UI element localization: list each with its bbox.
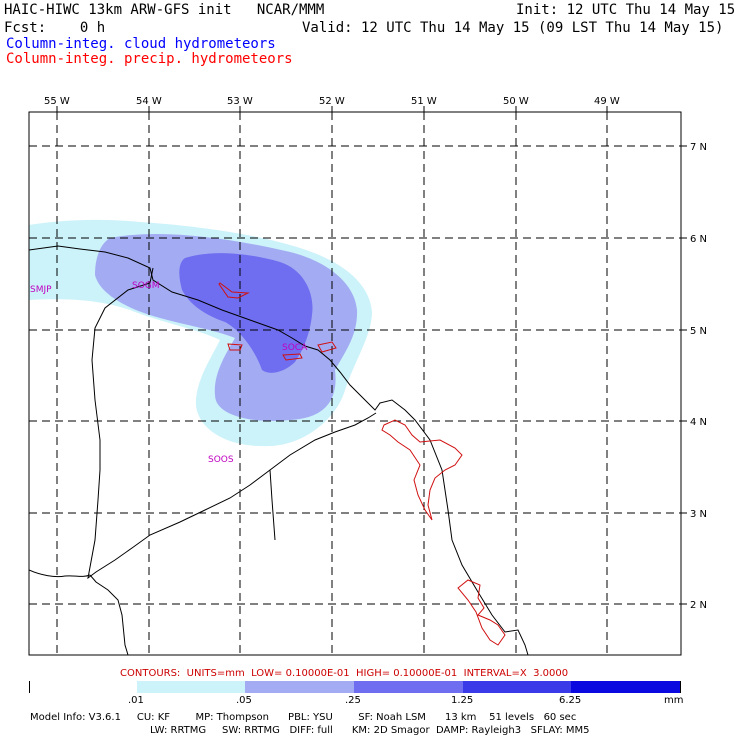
colorbar-tick: 1.25	[451, 695, 474, 706]
lat-label: 7 N	[690, 142, 707, 153]
colorbar-swatch	[30, 681, 137, 693]
colorbar-tick: .05	[236, 695, 252, 706]
colorbar-swatch	[354, 681, 463, 693]
station-label-soos: SOOS	[208, 455, 234, 465]
station-label-soca: SOCA	[282, 343, 308, 353]
colorbar-swatch	[137, 681, 245, 693]
model-info-line1: Model Info: V3.6.1 CU: KF MP: Thompson P…	[30, 712, 577, 723]
precip-contours	[218, 282, 506, 646]
colorbar-tick: 6.25	[559, 695, 582, 706]
colorbar-swatch	[245, 681, 354, 693]
colorbar-tick: .01	[128, 695, 144, 706]
colorbar-units: mm	[664, 695, 684, 706]
lon-label: 53 W	[227, 96, 253, 107]
lon-label: 51 W	[411, 96, 437, 107]
colorbar-swatch	[571, 681, 680, 693]
field-label-cloud: Column-integ. cloud hydrometeors	[6, 36, 276, 52]
lat-label: 2 N	[690, 600, 707, 611]
init-time: Init: 12 UTC Thu 14 May 15	[516, 2, 736, 18]
lon-label: 50 W	[503, 96, 529, 107]
map-frame	[28, 111, 682, 656]
lat-label: 4 N	[690, 417, 707, 428]
lat-label: 5 N	[690, 326, 707, 337]
lat-lon-grid	[29, 112, 681, 655]
contour-info: CONTOURS: UNITS=mm LOW= 0.10000E-01 HIGH…	[120, 668, 569, 679]
lon-label: 55 W	[44, 96, 70, 107]
field-label-precip: Column-integ. precip. hydrometeors	[6, 51, 293, 67]
axis-ticks	[56, 106, 687, 605]
coastline	[29, 245, 529, 655]
model-info-line2: LW: RRTMG SW: RRTMG DIFF: full KM: 2D Sm…	[150, 725, 590, 736]
colorbar-swatch	[463, 681, 571, 693]
lat-label: 6 N	[690, 234, 707, 245]
cloud-contour-medium	[179, 253, 313, 373]
forecast-hour: Fcst: 0 h	[4, 20, 106, 36]
lat-label: 3 N	[690, 509, 707, 520]
station-label-sogm: SOGM	[132, 281, 160, 291]
lon-label: 49 W	[594, 96, 620, 107]
lon-label: 52 W	[319, 96, 345, 107]
station-label-smjp: SMJP	[30, 285, 52, 295]
colorbar-tick: .25	[345, 695, 361, 706]
map-title: HAIC-HIWC 13km ARW-GFS init NCAR/MMM	[4, 2, 325, 18]
valid-time: Valid: 12 UTC Thu 14 May 15 (09 LST Thu …	[302, 20, 724, 36]
lon-label: 54 W	[136, 96, 162, 107]
